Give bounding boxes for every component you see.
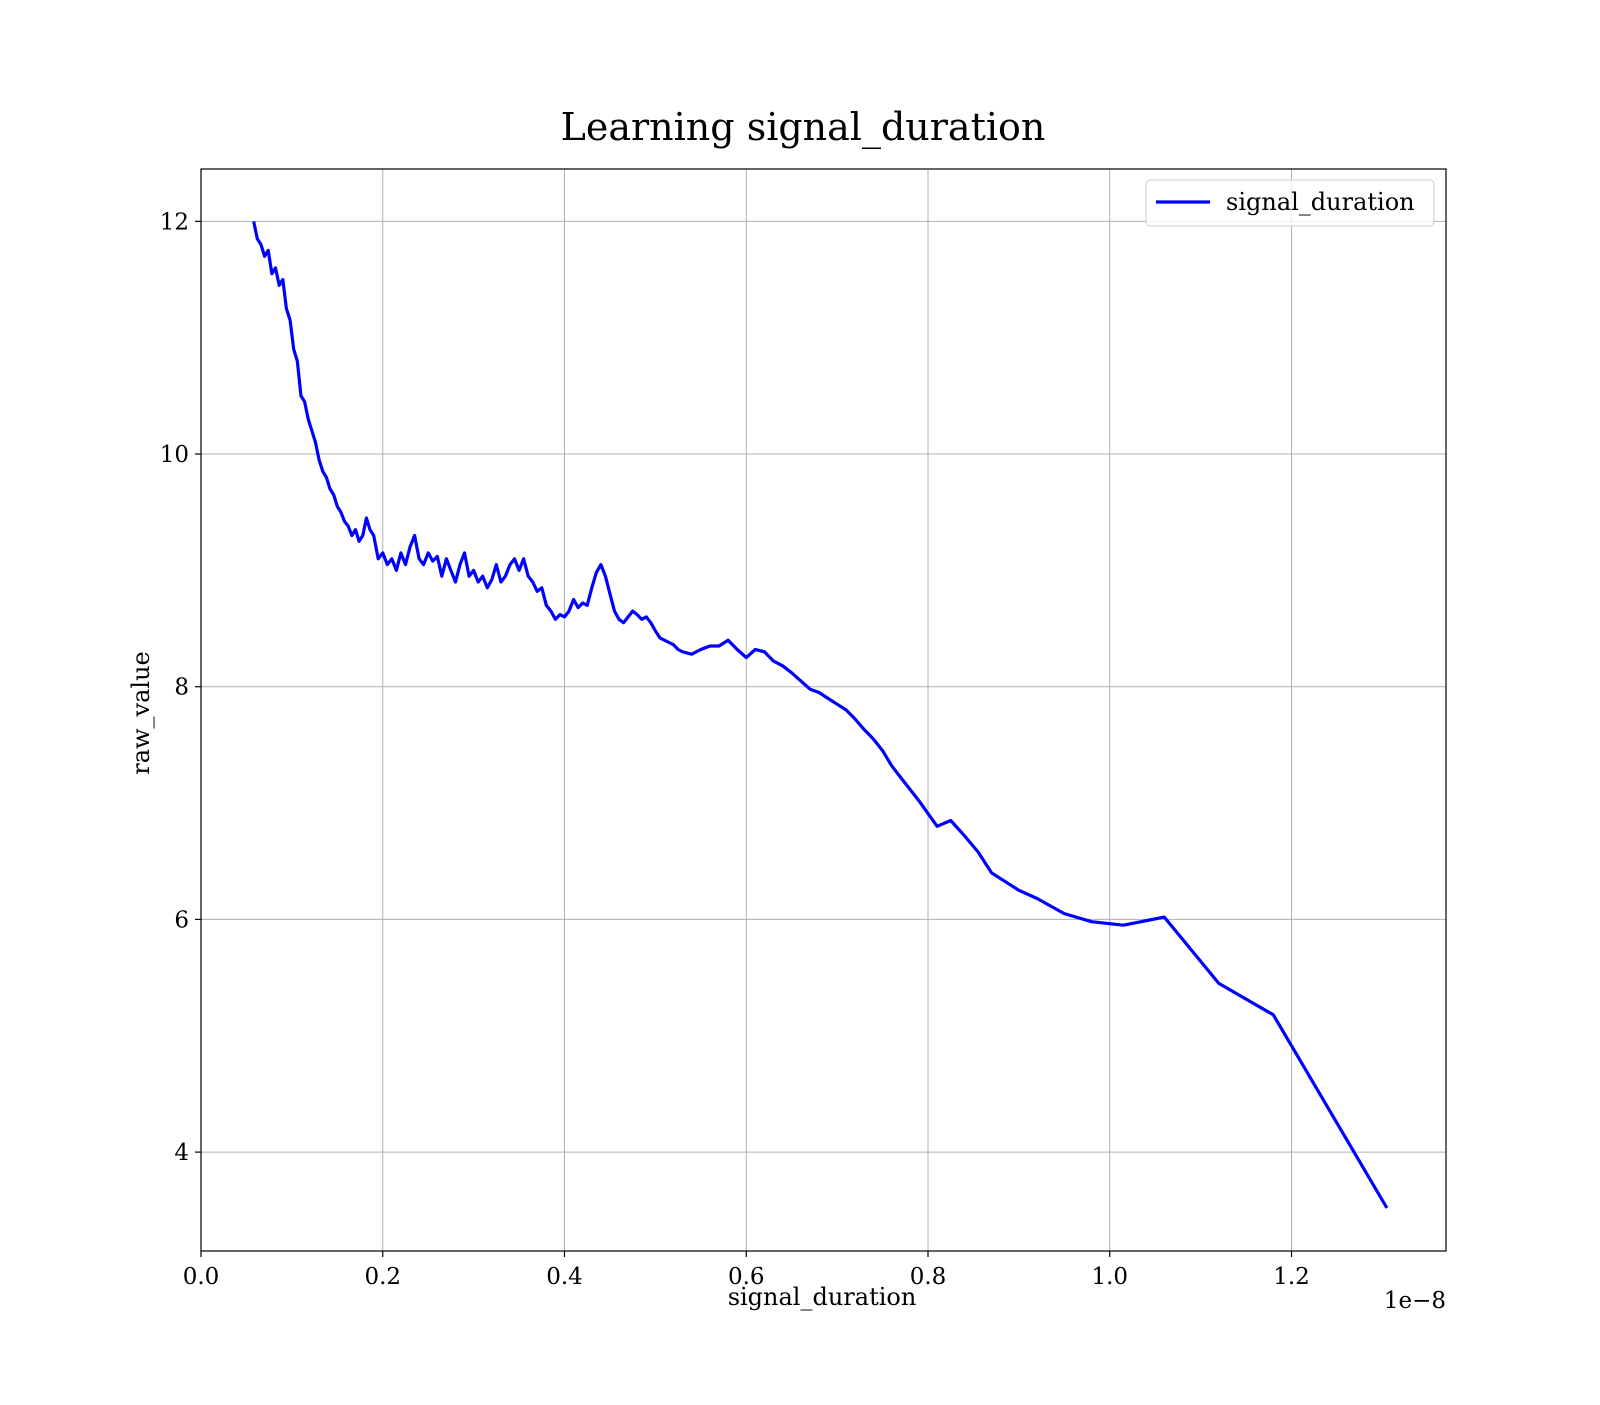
- x-tick-label: 1.0: [1091, 1264, 1128, 1290]
- x-tick-label: 1.2: [1273, 1264, 1310, 1290]
- x-tick-label: 0.4: [546, 1264, 583, 1290]
- y-tick-label: 6: [174, 907, 189, 933]
- x-tick-label: 0.2: [364, 1264, 401, 1290]
- y-tick-label: 10: [160, 442, 189, 468]
- x-axis-offset-text: 1e−8: [1384, 1288, 1446, 1314]
- y-tick-label: 8: [174, 675, 189, 701]
- chart-title: Learning signal_duration: [561, 105, 1046, 150]
- y-tick-label: 12: [160, 209, 189, 235]
- legend-label-signal-duration: signal_duration: [1226, 188, 1415, 216]
- x-axis-label: signal_duration: [728, 1283, 917, 1311]
- y-tick-label: 4: [174, 1140, 189, 1166]
- x-tick-label: 0.8: [910, 1264, 947, 1290]
- x-tick-label: 0.6: [728, 1264, 765, 1290]
- series-line-signal-duration: [252, 221, 1389, 1209]
- plot-area-frame: [200, 168, 1447, 1252]
- x-tick-label: 0.0: [183, 1264, 220, 1290]
- axis-ticks: 0.0 0.2 0.4 0.6 0.8 1.0 1.2 4 6 8 10 12: [160, 209, 1310, 1290]
- legend-box: [1145, 179, 1435, 227]
- legend: signal_duration: [1145, 179, 1435, 227]
- y-axis-label: raw_value: [127, 651, 155, 775]
- grid-lines: [200, 169, 1446, 1251]
